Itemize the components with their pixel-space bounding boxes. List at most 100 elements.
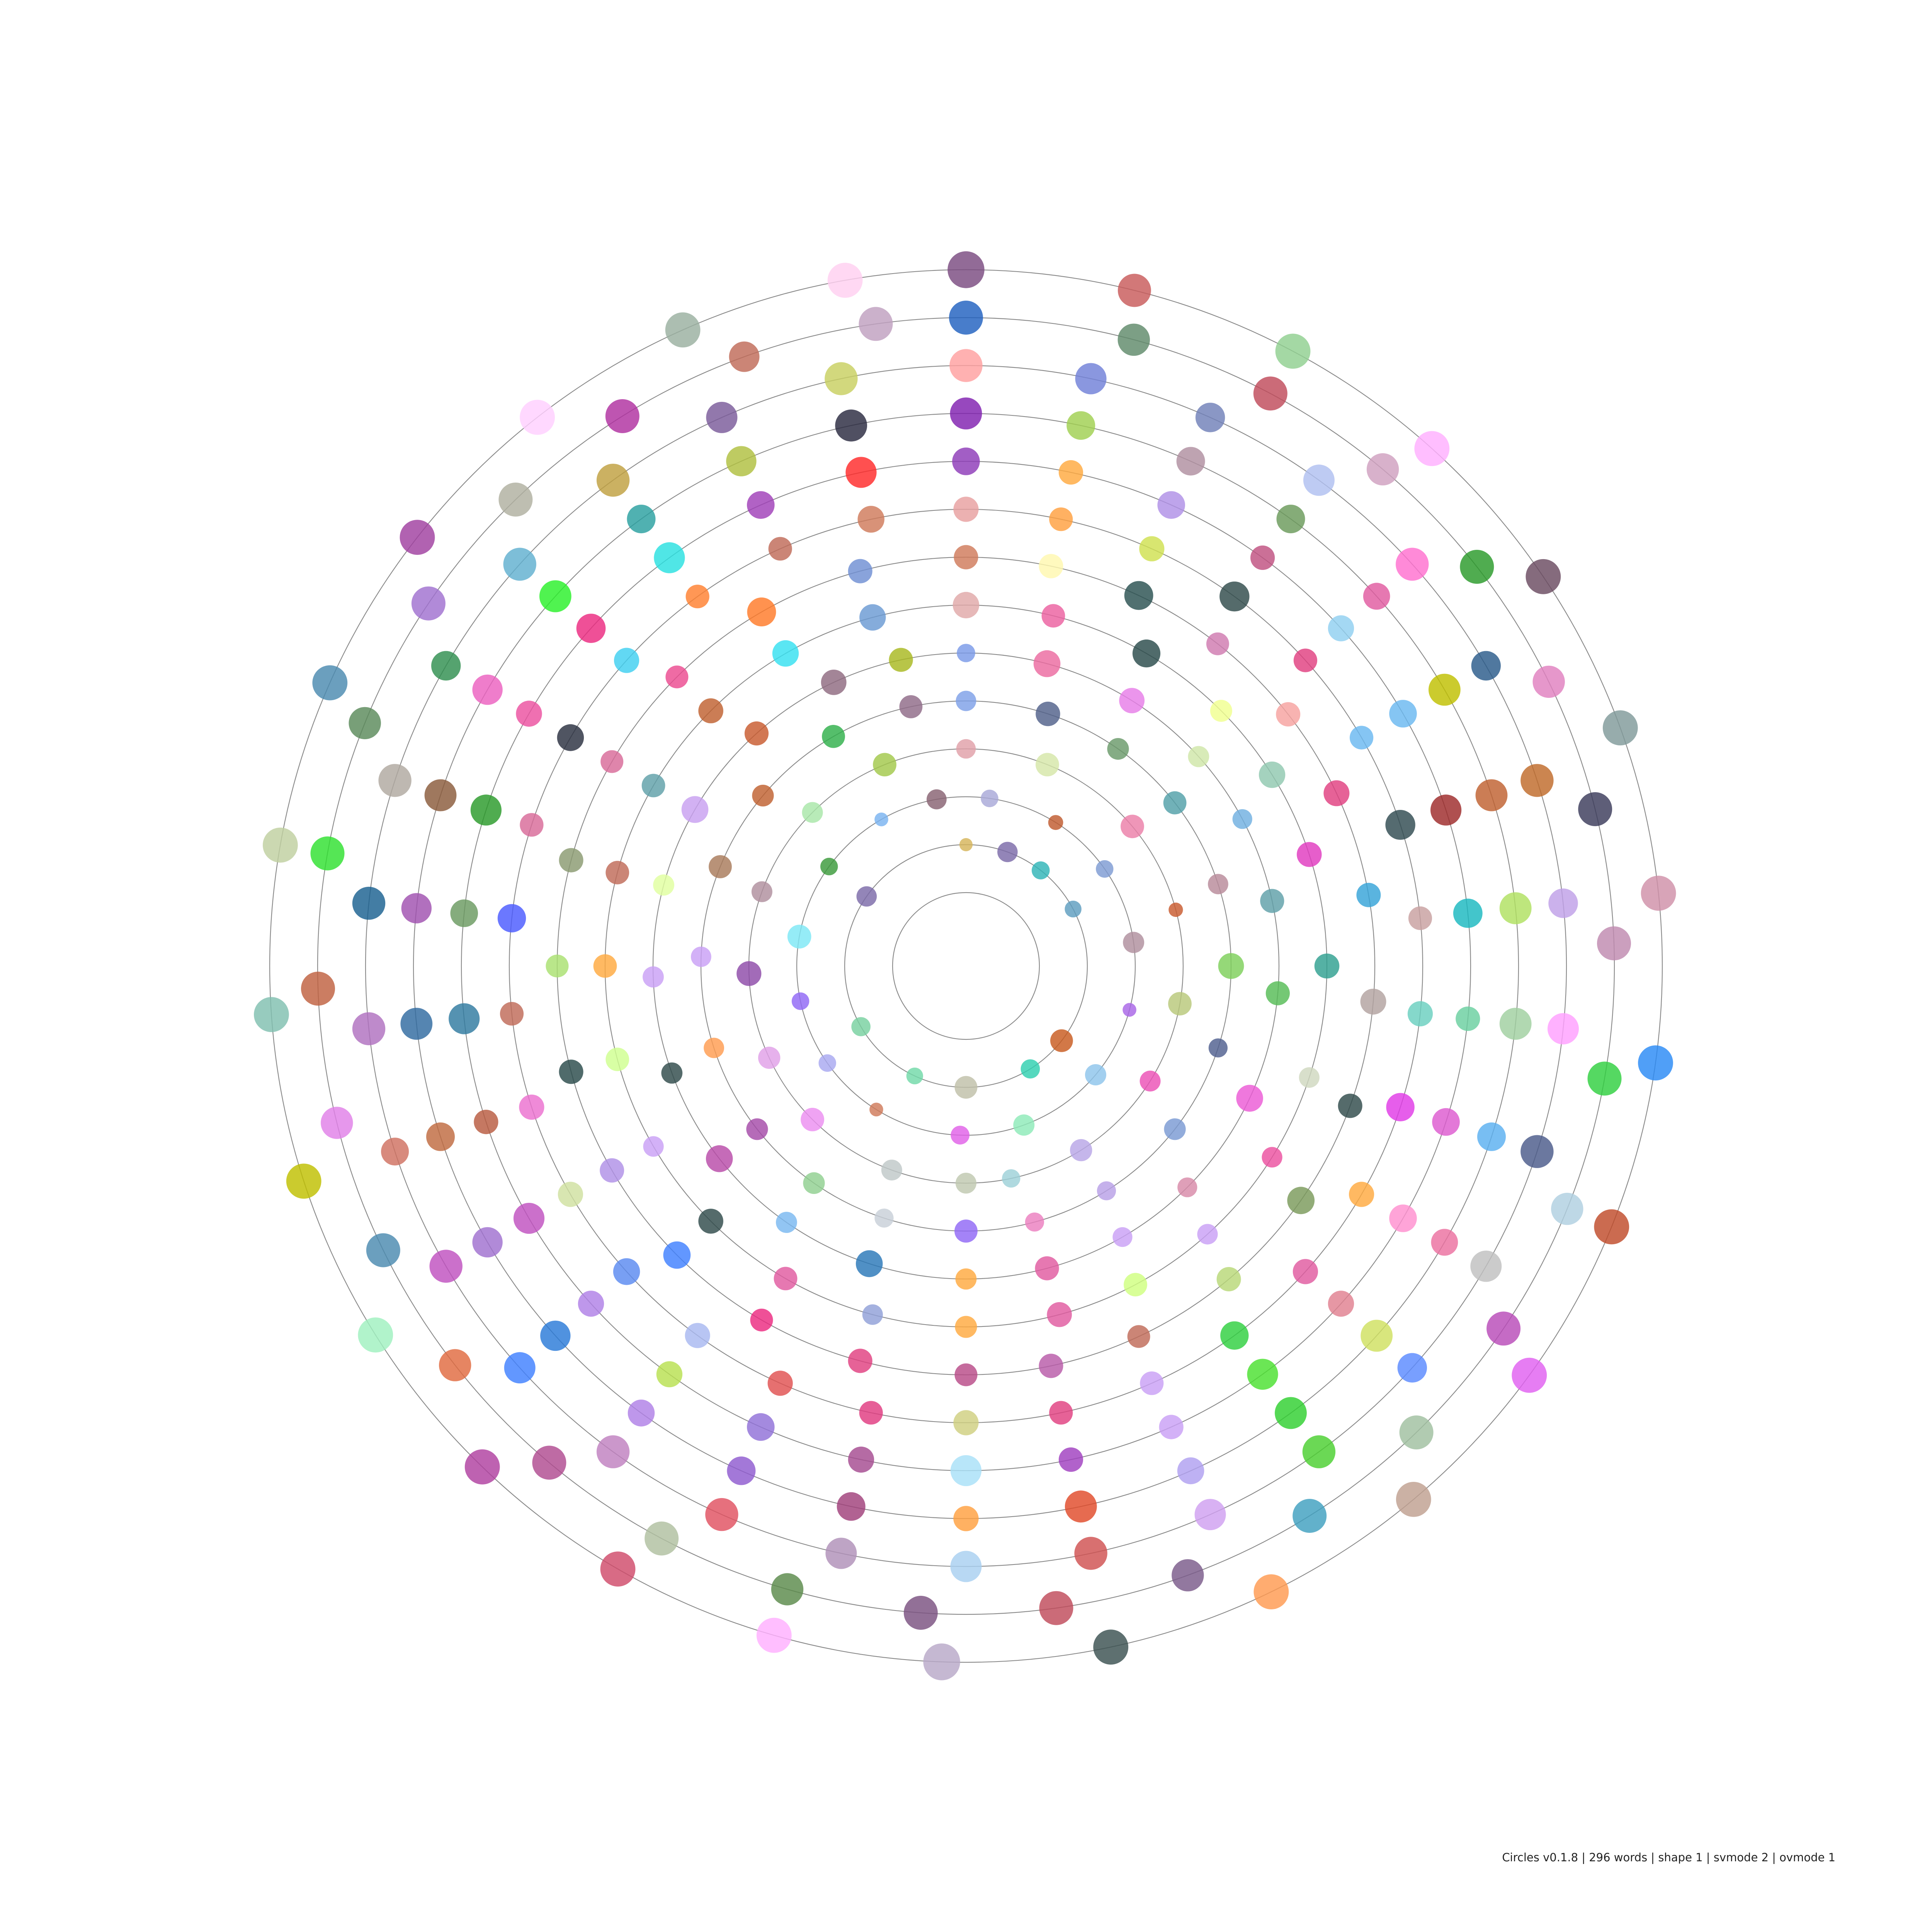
word-dot xyxy=(498,482,533,517)
word-dot xyxy=(1219,582,1250,612)
word-dot xyxy=(750,1308,773,1332)
word-dot xyxy=(532,1446,566,1480)
word-dot xyxy=(821,670,847,695)
word-dot xyxy=(873,753,896,777)
word-dot xyxy=(791,992,810,1010)
word-dot xyxy=(1002,1169,1020,1188)
word-dot xyxy=(1526,559,1561,594)
word-dot xyxy=(1123,932,1145,953)
word-dot xyxy=(661,1062,683,1084)
word-dot xyxy=(859,604,886,631)
word-dot xyxy=(1471,651,1501,681)
word-dot xyxy=(497,904,526,933)
word-dot xyxy=(837,1492,866,1521)
word-dot xyxy=(1195,403,1225,432)
word-dot xyxy=(768,537,792,561)
word-dot xyxy=(1036,753,1059,777)
word-dot xyxy=(881,1160,902,1181)
orbit-ring xyxy=(700,700,1232,1232)
word-dot xyxy=(1039,1591,1073,1625)
word-dot xyxy=(950,1551,982,1582)
word-dot xyxy=(1408,906,1432,930)
word-dot xyxy=(736,961,762,986)
word-dot xyxy=(1035,1256,1059,1281)
word-dot xyxy=(321,1107,353,1139)
word-dot xyxy=(663,1241,691,1269)
word-dot xyxy=(1363,583,1390,610)
word-dot xyxy=(752,784,774,807)
word-dot xyxy=(1260,889,1284,913)
word-dot xyxy=(889,648,913,672)
word-dot xyxy=(801,1108,825,1131)
word-dot xyxy=(1139,536,1165,561)
word-dot xyxy=(358,1317,393,1353)
word-dot xyxy=(953,1506,979,1531)
word-dot xyxy=(997,842,1018,862)
word-dot xyxy=(1050,1029,1073,1052)
word-dot xyxy=(439,1349,471,1381)
word-dot xyxy=(665,665,689,689)
orbit-ring xyxy=(844,844,1088,1088)
word-dot xyxy=(431,651,461,681)
word-dot xyxy=(400,1008,433,1040)
word-dot xyxy=(352,1012,386,1046)
word-dot xyxy=(848,1446,874,1473)
word-dot xyxy=(956,1173,976,1194)
word-dot xyxy=(747,597,776,627)
word-dot xyxy=(705,1498,738,1531)
word-dot xyxy=(1119,688,1145,713)
word-dot xyxy=(1058,460,1083,485)
word-dot xyxy=(352,886,386,920)
word-dot xyxy=(1430,794,1462,826)
word-dot xyxy=(381,1138,409,1166)
word-dot xyxy=(1097,1181,1116,1201)
word-dot xyxy=(803,1172,825,1194)
word-dot xyxy=(1168,902,1183,917)
word-dot xyxy=(1164,1118,1186,1140)
word-dot xyxy=(1047,1302,1072,1327)
word-dot xyxy=(903,1595,938,1630)
word-dot xyxy=(1602,710,1638,746)
word-dot xyxy=(1389,700,1417,728)
word-dot xyxy=(426,1122,455,1151)
word-dot xyxy=(1297,842,1322,867)
word-dot xyxy=(1499,1008,1532,1040)
word-dot xyxy=(1020,1059,1040,1079)
word-dot xyxy=(539,580,571,612)
word-dot xyxy=(1350,726,1374,750)
word-dot xyxy=(470,794,502,826)
word-dot xyxy=(1276,702,1301,727)
word-dot xyxy=(776,1212,797,1233)
word-dot xyxy=(605,861,629,884)
word-dot xyxy=(685,1323,710,1348)
orbit-ring xyxy=(892,892,1040,1040)
word-dot xyxy=(286,1163,321,1199)
word-dot xyxy=(859,307,893,341)
word-dot xyxy=(744,721,769,746)
word-dot xyxy=(1551,1192,1583,1225)
word-dot xyxy=(1036,701,1060,726)
word-dot xyxy=(1475,779,1508,811)
word-dot xyxy=(1070,1139,1092,1162)
word-dot xyxy=(643,1136,664,1157)
word-dot xyxy=(400,520,435,555)
word-dot xyxy=(301,971,335,1006)
word-dot xyxy=(1107,738,1129,760)
word-dot xyxy=(698,698,723,723)
word-dot xyxy=(1396,1482,1431,1517)
word-dot xyxy=(949,301,983,335)
word-dot xyxy=(1033,650,1061,677)
word-dot xyxy=(1361,1320,1393,1352)
word-dot xyxy=(504,1352,536,1384)
word-dot xyxy=(1253,376,1287,411)
word-dot xyxy=(729,341,760,372)
word-dot xyxy=(1314,953,1340,979)
word-dot xyxy=(1139,1070,1161,1092)
word-dot xyxy=(1431,1229,1458,1256)
word-dot xyxy=(1453,898,1483,928)
word-dot xyxy=(605,399,639,433)
word-dot xyxy=(1117,274,1151,307)
word-dot xyxy=(869,1102,883,1117)
word-dot xyxy=(558,1182,583,1207)
word-dot xyxy=(709,855,732,878)
